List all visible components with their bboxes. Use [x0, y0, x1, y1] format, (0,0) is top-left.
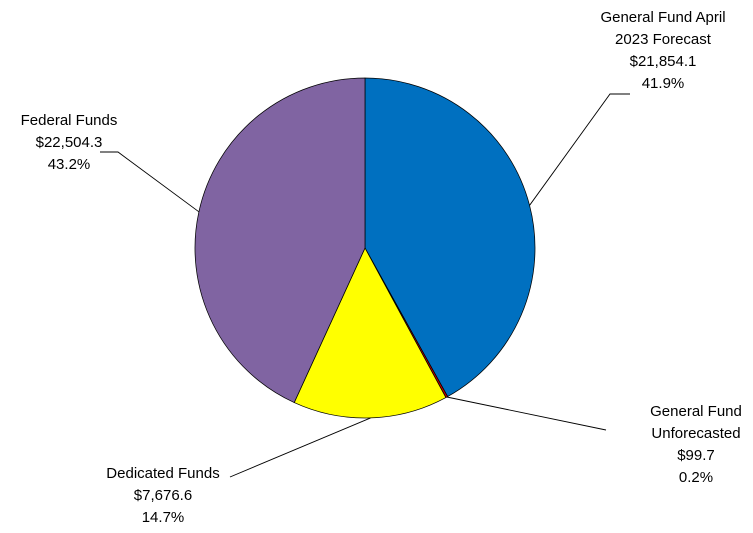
slice-dedicated-funds	[293, 247, 447, 419]
label-name-line: General Fund	[650, 403, 742, 420]
label-name-line: General Fund April	[600, 9, 726, 26]
label-federal-funds: Federal Funds $22,504.3 43.2%	[5, 110, 133, 176]
label-percent: 14.7%	[141, 509, 185, 526]
leader-line-unforecasted	[446, 396, 607, 431]
pie-slices	[194, 77, 536, 419]
slice-general-fund-forecast	[364, 77, 536, 397]
label-name-line: Federal Funds	[20, 112, 118, 129]
leader-line-federal	[100, 151, 200, 213]
label-amount: $21,854.1	[629, 53, 697, 70]
leader-line-forecast	[529, 93, 630, 206]
leader-lines	[100, 93, 630, 478]
label-general-fund-unforecasted: General Fund Unforecasted $99.7 0.2%	[632, 401, 753, 489]
label-amount: $99.7	[677, 447, 715, 464]
label-name-line: Unforecasted	[651, 425, 741, 442]
label-percent: 0.2%	[678, 469, 714, 486]
label-amount: $7,676.6	[133, 487, 193, 504]
label-name-line: 2023 Forecast	[615, 31, 711, 48]
label-name-line: Dedicated Funds	[106, 465, 220, 482]
label-percent: 41.9%	[641, 75, 685, 92]
label-percent: 43.2%	[47, 156, 91, 173]
leader-line-dedicated	[229, 417, 371, 478]
label-amount: $22,504.3	[35, 134, 103, 151]
label-general-fund-forecast: General Fund April 2023 Forecast $21,854…	[572, 7, 753, 95]
slice-federal-funds	[194, 77, 366, 403]
label-dedicated-funds: Dedicated Funds $7,676.6 14.7%	[88, 463, 238, 529]
